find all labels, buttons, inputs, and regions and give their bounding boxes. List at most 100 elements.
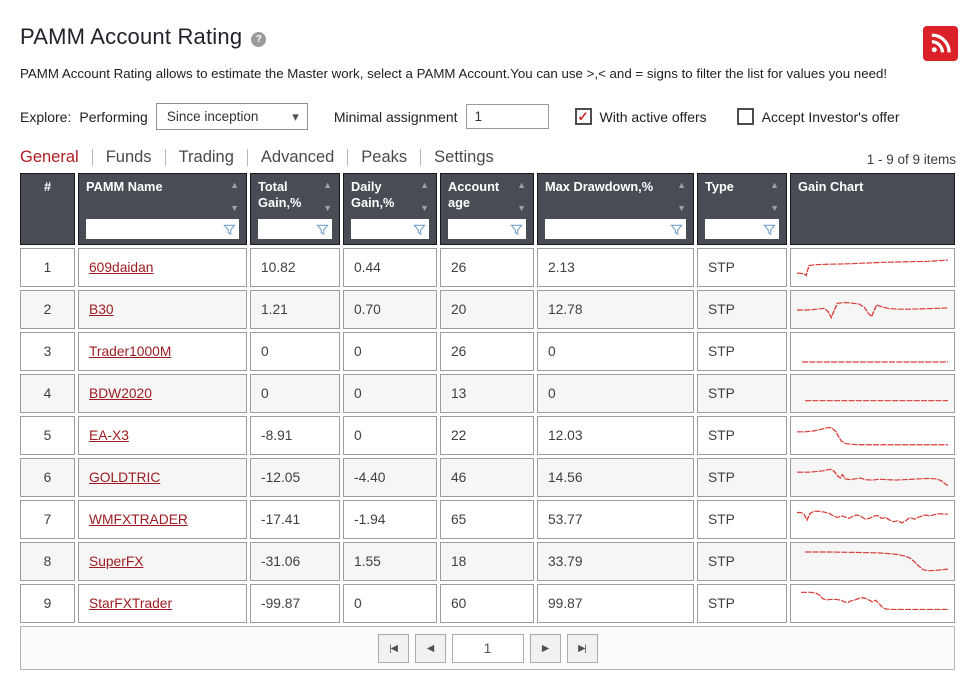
page-description: PAMM Account Rating allows to estimate t…: [20, 66, 888, 81]
column-header-rank: #: [20, 173, 75, 245]
filter-controls: Explore: Performing Since inception ▾ Mi…: [20, 103, 958, 130]
pamm-account-link[interactable]: B30: [89, 302, 114, 317]
sort-descending-icon[interactable]: ▼: [517, 203, 526, 213]
sort-ascending-icon[interactable]: ▲: [517, 180, 526, 190]
column-filter-input-daily_gain[interactable]: [351, 219, 429, 239]
accept-investors-offer-checkbox[interactable]: ✓: [736, 108, 754, 125]
gain-sparkline: [805, 550, 948, 571]
sort-descending-icon[interactable]: ▼: [420, 203, 429, 213]
row-max-drawdown: 12.78: [537, 290, 694, 329]
tab-trading[interactable]: Trading: [178, 148, 234, 166]
filter-funnel-icon[interactable]: [316, 223, 329, 236]
row-gain-chart: [790, 332, 955, 371]
tabs-row: General Funds Trading Advanced Peaks Settings…: [20, 148, 958, 167]
column-header-daily_gain[interactable]: Daily Gain,% ▲ ▼: [343, 173, 437, 245]
with-active-offers-checkbox[interactable]: ✓: [574, 108, 592, 125]
row-rank: 3: [20, 332, 75, 371]
last-page-button[interactable]: ▶|: [566, 633, 598, 663]
sort-descending-icon[interactable]: ▼: [230, 203, 239, 213]
row-type: STP: [697, 542, 787, 581]
tab-settings[interactable]: Settings: [434, 148, 494, 166]
sort-ascending-icon[interactable]: ▲: [420, 180, 429, 190]
gain-sparkline: [797, 426, 948, 445]
column-filter: [351, 219, 429, 239]
row-daily-gain: -4.40: [343, 458, 437, 497]
with-active-offers-option[interactable]: ✓ With active offers: [574, 108, 707, 125]
row-name-cell: Trader1000M: [78, 332, 247, 371]
row-type: STP: [697, 248, 787, 287]
accept-investors-offer-option[interactable]: ✓ Accept Investor's offer: [736, 108, 899, 125]
column-filter-input-type[interactable]: [705, 219, 779, 239]
filter-funnel-icon[interactable]: [670, 223, 683, 236]
tabs: General Funds Trading Advanced Peaks Settings: [20, 148, 507, 167]
pamm-account-link[interactable]: BDW2020: [89, 386, 152, 401]
minimal-assignment-label: Minimal assignment: [333, 108, 458, 125]
page-number-input[interactable]: [451, 633, 524, 663]
row-max-drawdown: 33.79: [537, 542, 694, 581]
tab-separator: [347, 149, 349, 166]
column-filter-input-max_drawdown[interactable]: [545, 219, 686, 239]
minimal-assignment-input[interactable]: [465, 104, 549, 129]
period-select[interactable]: Since inception ▾: [155, 103, 308, 130]
row-max-drawdown: 99.87: [537, 584, 694, 623]
pamm-account-link[interactable]: SuperFX: [89, 554, 144, 569]
filter-funnel-icon[interactable]: [223, 223, 236, 236]
first-page-button[interactable]: |◀: [377, 633, 409, 663]
filter-funnel-icon[interactable]: [413, 223, 426, 236]
tab-general[interactable]: General: [20, 148, 79, 166]
column-filter-input-account_age[interactable]: [448, 219, 526, 239]
prev-page-button[interactable]: ◀: [414, 633, 446, 663]
sort-ascending-icon[interactable]: ▲: [230, 180, 239, 190]
rss-icon[interactable]: [923, 26, 958, 61]
sort-ascending-icon[interactable]: ▲: [770, 180, 779, 190]
column-label: Gain Chart: [798, 179, 864, 194]
row-max-drawdown: 53.77: [537, 500, 694, 539]
row-rank: 4: [20, 374, 75, 413]
sort-ascending-icon[interactable]: ▲: [323, 180, 332, 190]
row-daily-gain: 0.70: [343, 290, 437, 329]
sort-ascending-icon[interactable]: ▲: [677, 180, 686, 190]
chevron-down-icon: ▾: [292, 108, 299, 124]
gain-sparkline: [797, 259, 948, 277]
column-label: Account age: [448, 179, 500, 210]
gain-sparkline: [797, 468, 948, 486]
row-type: STP: [697, 332, 787, 371]
column-header-account_age[interactable]: Account age ▲ ▼: [440, 173, 534, 245]
row-daily-gain: 0: [343, 332, 437, 371]
column-filter: [545, 219, 686, 239]
row-rank: 9: [20, 584, 75, 623]
gain-sparkline: [797, 301, 948, 319]
help-icon[interactable]: ?: [251, 31, 267, 47]
sort-descending-icon[interactable]: ▼: [770, 203, 779, 213]
column-header-total_gain[interactable]: Total Gain,% ▲ ▼: [250, 173, 340, 245]
filter-funnel-icon[interactable]: [763, 223, 776, 236]
pamm-account-link[interactable]: 609daidan: [89, 260, 154, 275]
row-account-age: 60: [440, 584, 534, 623]
row-rank: 8: [20, 542, 75, 581]
pamm-account-link[interactable]: Trader1000M: [89, 344, 172, 359]
tab-peaks[interactable]: Peaks: [361, 148, 408, 166]
column-filter-input-total_gain[interactable]: [258, 219, 332, 239]
filter-funnel-icon[interactable]: [510, 223, 523, 236]
tab-funds[interactable]: Funds: [105, 148, 152, 166]
row-total-gain: -99.87: [250, 584, 340, 623]
sort-descending-icon[interactable]: ▼: [677, 203, 686, 213]
column-filter-input-name[interactable]: [86, 219, 239, 239]
tab-advanced[interactable]: Advanced: [260, 148, 335, 166]
pamm-account-link[interactable]: GOLDTRIC: [89, 470, 161, 485]
row-total-gain: 0: [250, 374, 340, 413]
row-daily-gain: 0: [343, 416, 437, 455]
pamm-account-link[interactable]: StarFXTrader: [89, 596, 173, 611]
row-name-cell: BDW2020: [78, 374, 247, 413]
next-page-button[interactable]: ▶: [529, 633, 561, 663]
row-total-gain: 1.21: [250, 290, 340, 329]
sort-descending-icon[interactable]: ▼: [323, 203, 332, 213]
column-header-type[interactable]: Type ▲ ▼: [697, 173, 787, 245]
column-header-name[interactable]: PAMM Name ▲ ▼: [78, 173, 247, 245]
pamm-account-link[interactable]: EA-X3: [89, 428, 129, 443]
pamm-account-link[interactable]: WMFXTRADER: [89, 512, 188, 527]
tab-separator: [164, 149, 166, 166]
column-header-max_drawdown[interactable]: Max Drawdown,% ▲ ▼: [537, 173, 694, 245]
column-filter: [258, 219, 332, 239]
row-account-age: 26: [440, 248, 534, 287]
